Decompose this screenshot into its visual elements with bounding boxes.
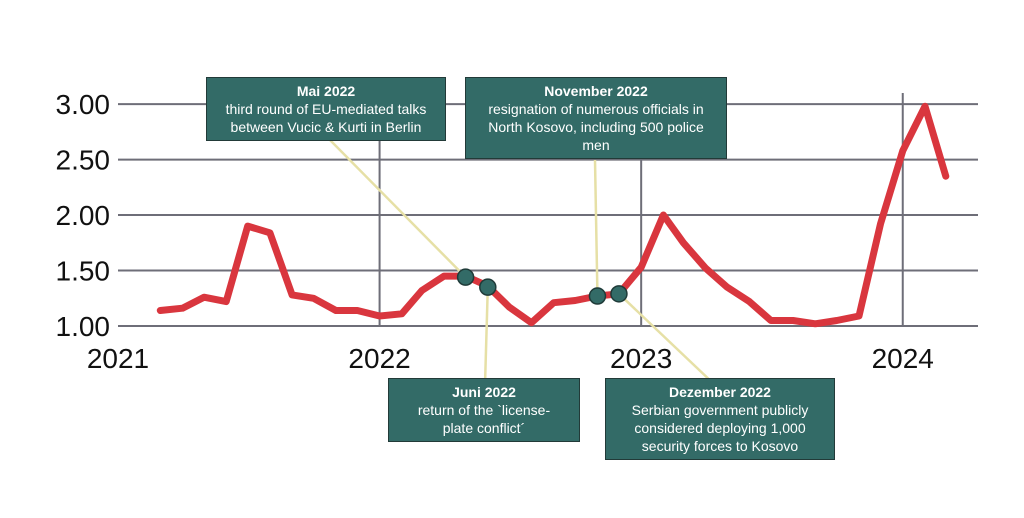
annotation-text: resignation of numerous officials in bbox=[488, 101, 704, 117]
annotation-text: security forces to Kosovo bbox=[641, 438, 799, 454]
y-tick-label: 2.50 bbox=[56, 145, 111, 176]
annotation-title: Juni 2022 bbox=[452, 384, 516, 400]
annotation-connectors bbox=[329, 139, 716, 386]
event-marker bbox=[456, 268, 475, 286]
x-tick-label: 2022 bbox=[348, 343, 410, 374]
series-layer bbox=[156, 102, 950, 328]
y-tick-label: 1.50 bbox=[56, 256, 111, 287]
annotation-mai-2022: Mai 2022 third round of EU-mediated talk… bbox=[206, 77, 446, 141]
annotation-connector bbox=[593, 159, 599, 297]
annotation-text: plate conflict´ bbox=[442, 420, 526, 436]
annotation-connector bbox=[483, 287, 490, 386]
y-tick-label: 1.00 bbox=[56, 311, 111, 342]
annotation-connector bbox=[618, 292, 716, 386]
annotation-text: North Kosovo, including 500 police bbox=[488, 119, 704, 135]
annotation-connector bbox=[329, 139, 467, 279]
annotation-text: return of the `license- bbox=[417, 402, 551, 418]
y-tick-label: 2.00 bbox=[56, 200, 111, 231]
annotation-dezember-2022: Dezember 2022 Serbian government publicl… bbox=[605, 378, 835, 460]
event-marker bbox=[479, 278, 497, 296]
annotation-title: Mai 2022 bbox=[296, 83, 356, 99]
annotation-text: men bbox=[582, 137, 610, 153]
axis-labels: 1.00 1.50 2.00 2.50 3.00 2021 2022 2023 2024 bbox=[56, 89, 934, 374]
annotation-text: considered deploying 1,000 bbox=[634, 420, 806, 436]
series-line bbox=[156, 102, 950, 328]
annotation-text: Serbian government publicly bbox=[631, 402, 809, 418]
x-tick-label: 2021 bbox=[87, 343, 149, 374]
event-marker bbox=[588, 287, 607, 305]
annotation-text: between Vucic & Kurti in Berlin bbox=[230, 119, 422, 135]
x-tick-label: 2023 bbox=[610, 343, 672, 374]
event-markers bbox=[456, 268, 628, 305]
annotation-title: Dezember 2022 bbox=[669, 384, 771, 400]
annotation-title: November 2022 bbox=[544, 83, 648, 99]
event-marker bbox=[610, 285, 628, 303]
annotation-november-2022: November 2022 resignation of numerous of… bbox=[465, 77, 727, 159]
annotation-juni-2022: Juni 2022 return of the `license- plate … bbox=[388, 378, 580, 442]
y-tick-label: 3.00 bbox=[56, 89, 111, 120]
x-tick-label: 2024 bbox=[872, 343, 934, 374]
annotation-text: third round of EU-mediated talks bbox=[225, 101, 427, 117]
